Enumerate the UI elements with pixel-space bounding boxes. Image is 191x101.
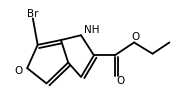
Text: O: O	[116, 76, 125, 86]
Text: NH: NH	[84, 25, 100, 35]
Text: O: O	[14, 66, 23, 76]
Text: O: O	[131, 32, 139, 42]
Text: Br: Br	[27, 9, 39, 19]
